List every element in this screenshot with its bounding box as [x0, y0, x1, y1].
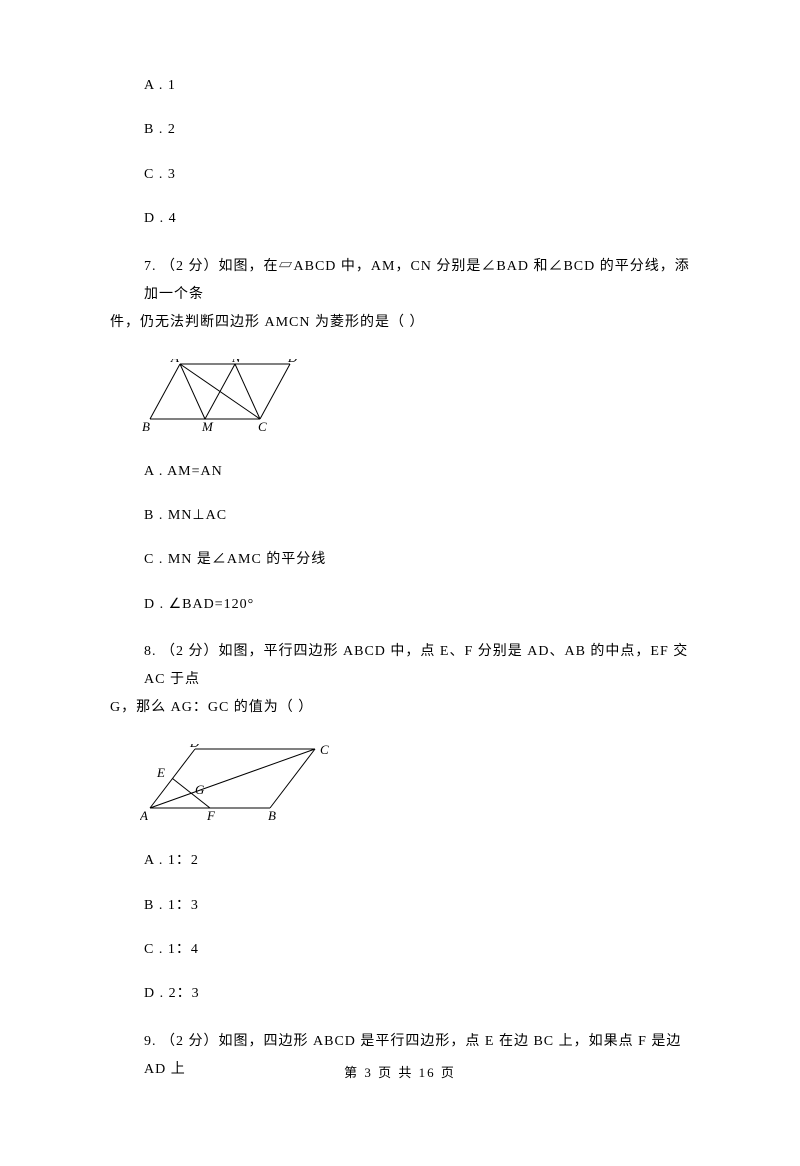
q7-option-b: B . MN⊥AC	[144, 505, 690, 527]
q8-option-c: C . 1：4	[144, 939, 690, 961]
q6-option-c: C . 3	[144, 164, 690, 186]
q8-option-d: D . 2：3	[144, 983, 690, 1005]
q8-text-line2: G，那么 AG：GC 的值为（ ）	[110, 694, 690, 722]
svg-text:D: D	[189, 744, 200, 750]
svg-text:B: B	[268, 808, 276, 823]
svg-text:N: N	[231, 359, 242, 365]
svg-text:M: M	[201, 419, 214, 434]
q6-option-b: B . 2	[144, 119, 690, 141]
svg-text:C: C	[320, 744, 329, 757]
page-footer: 第 3 页 共 16 页	[0, 1063, 800, 1084]
svg-text:B: B	[142, 419, 150, 434]
q6-option-d: D . 4	[144, 208, 690, 230]
q7-figure: A N D B M C	[140, 359, 690, 437]
svg-text:A: A	[170, 359, 179, 365]
svg-text:A: A	[140, 808, 148, 823]
q8-option-b: B . 1：3	[144, 895, 690, 917]
q6-option-a: A . 1	[144, 75, 690, 97]
svg-text:G: G	[195, 782, 205, 797]
svg-text:D: D	[287, 359, 298, 365]
q8-text-line1: 8. （2 分）如图，平行四边形 ABCD 中，点 E、F 分别是 AD、AB …	[144, 638, 690, 694]
q7-option-d: D . ∠BAD=120°	[144, 594, 690, 616]
q7-option-c: C . MN 是∠AMC 的平分线	[144, 549, 690, 571]
q8-figure: D C A B E FG	[140, 744, 690, 826]
svg-text:E: E	[156, 765, 165, 780]
svg-text:C: C	[258, 419, 267, 434]
svg-text:F: F	[206, 808, 216, 823]
q7-text-line2: 件，仍无法判断四边形 AMCN 为菱形的是（ ）	[110, 309, 690, 337]
q7-option-a: A . AM=AN	[144, 461, 690, 483]
q7-text-line1: 7. （2 分）如图，在▱ABCD 中，AM，CN 分别是∠BAD 和∠BCD …	[144, 253, 690, 309]
q8-option-a: A . 1：2	[144, 850, 690, 872]
